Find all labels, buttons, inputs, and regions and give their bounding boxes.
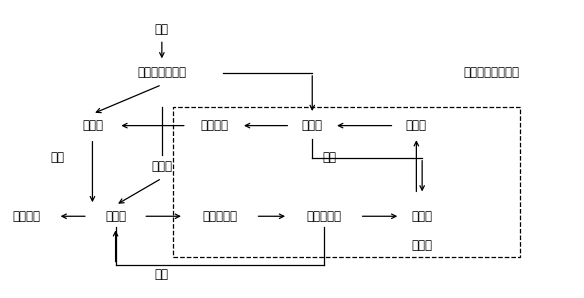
Bar <box>173 107 520 257</box>
Text: 抽水泵: 抽水泵 <box>151 160 172 173</box>
Text: 反洗: 反洗 <box>322 151 336 164</box>
Text: 自然沉淀区: 自然沉淀区 <box>202 210 237 223</box>
Text: 清洗管网: 清洗管网 <box>200 119 228 132</box>
Text: 地感线圈感应器: 地感线圈感应器 <box>137 66 186 80</box>
Text: 清水区: 清水区 <box>406 119 427 132</box>
Text: 斜管沉淀区: 斜管沉淀区 <box>307 210 341 223</box>
Text: 污水: 污水 <box>51 151 65 164</box>
Text: 排泥: 排泥 <box>155 268 169 281</box>
Text: 污水循环处理设备: 污水循环处理设备 <box>464 66 520 80</box>
Text: 定期清泥: 定期清泥 <box>12 210 40 223</box>
Text: 过滤区: 过滤区 <box>412 239 433 252</box>
Text: 石英砂: 石英砂 <box>412 210 433 223</box>
Text: 供水泵: 供水泵 <box>302 119 323 132</box>
Text: 车辆: 车辆 <box>155 23 169 35</box>
Text: 洗车轮: 洗车轮 <box>82 119 103 132</box>
Text: 污水池: 污水池 <box>105 210 126 223</box>
